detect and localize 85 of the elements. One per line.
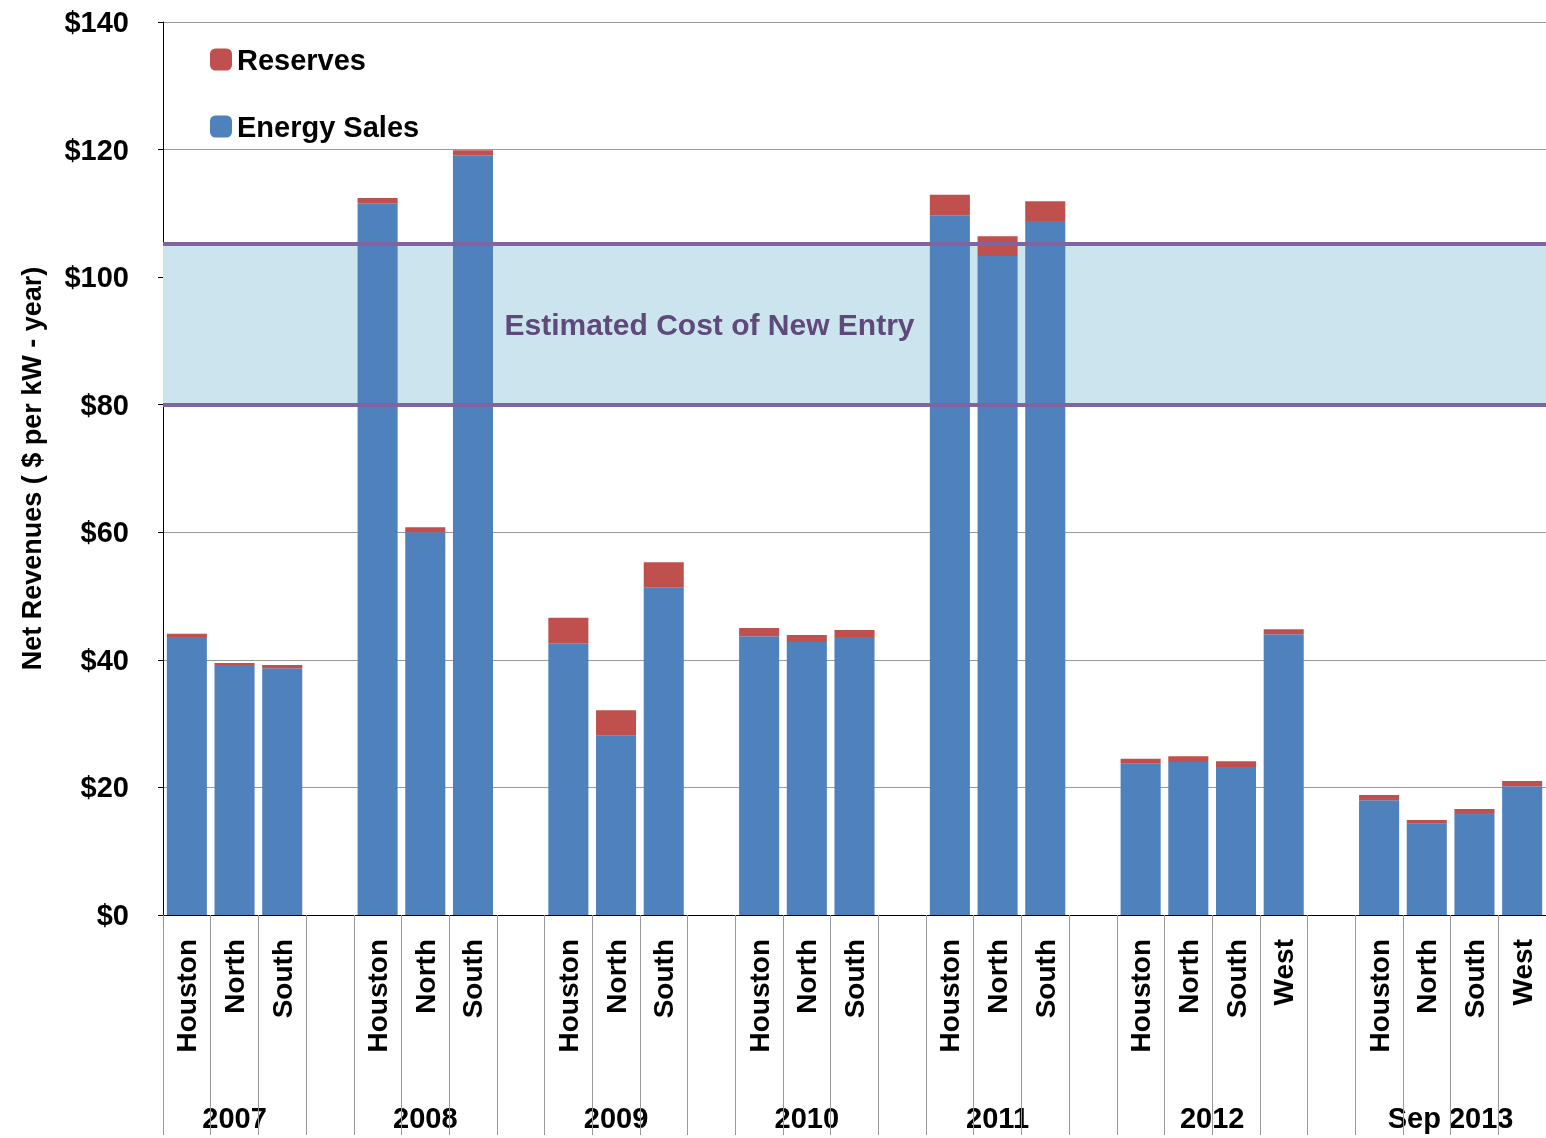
x-tick-label: South (1029, 939, 1061, 1019)
legend-label: Energy Sales (237, 110, 420, 143)
bar (929, 215, 970, 915)
bar (1025, 221, 1066, 915)
text: 2010 (774, 1101, 840, 1134)
bar (643, 562, 684, 588)
bar (166, 633, 207, 637)
x-tick-label: Houston (743, 939, 775, 1053)
bar (166, 636, 207, 915)
bar (1359, 795, 1400, 801)
bar (1406, 823, 1447, 915)
x-tick-label: South (457, 939, 489, 1019)
legend-label: Reserves (237, 43, 366, 76)
x-tick-label: South (648, 939, 680, 1019)
y-tick-label: $0 (96, 899, 129, 931)
bar (786, 634, 827, 642)
y-tick-label: $100 (64, 261, 129, 294)
bar (1454, 809, 1495, 813)
x-tick-label: North (600, 939, 632, 1014)
bar (1215, 761, 1257, 768)
x-tick-label: South (1458, 939, 1490, 1019)
text: 2007 (202, 1101, 267, 1134)
bar (929, 194, 970, 216)
bar (1454, 812, 1495, 915)
x-tick-label: West (1506, 939, 1538, 1006)
bar (786, 642, 827, 915)
bar (1120, 758, 1161, 764)
x-tick-label: Houston (362, 939, 394, 1053)
bar (1502, 786, 1543, 915)
x-tick-label: Houston (171, 939, 203, 1053)
bar (1406, 819, 1447, 824)
x-tick-label: North (982, 939, 1014, 1014)
x-tick-label: North (791, 939, 823, 1014)
bar (357, 198, 398, 204)
bar (977, 256, 1018, 915)
y-tick-label: $20 (80, 771, 129, 804)
bar (405, 532, 446, 915)
bar (1168, 756, 1209, 762)
band-label: Estimated Cost of New Entry (504, 307, 915, 341)
bar (834, 636, 875, 915)
bar (357, 203, 398, 915)
bar (262, 664, 303, 669)
y-axis-title: Net Revenues ( $ per kW - year) (16, 266, 47, 671)
x-tick-label: South (839, 939, 870, 1019)
bar (739, 627, 780, 637)
x-tick-label: Houston (1363, 939, 1395, 1053)
x-tick-label: Houston (552, 939, 584, 1053)
text: Sep 2013 (1387, 1101, 1514, 1134)
y-tick-label: $140 (64, 6, 129, 38)
text: 2012 (1179, 1101, 1245, 1134)
bar (262, 668, 303, 915)
bar (1502, 781, 1543, 787)
bar (1025, 201, 1066, 222)
y-tick-label: $120 (64, 133, 129, 166)
bar (452, 150, 494, 156)
x-tick-label: North (1411, 939, 1443, 1014)
x-tick-label: North (409, 939, 441, 1014)
x-tick-label: Houston (1125, 939, 1157, 1053)
bar (643, 587, 684, 915)
text: 2009 (583, 1101, 649, 1134)
x-tick-label: North (1172, 939, 1204, 1014)
text: 2008 (393, 1101, 458, 1134)
x-tick-label: South (1220, 939, 1252, 1019)
bar (1120, 763, 1161, 915)
y-tick-label: $40 (80, 643, 129, 676)
bar (405, 527, 446, 533)
x-tick-label: West (1268, 939, 1300, 1006)
bar (1359, 800, 1400, 915)
bar (1168, 761, 1209, 915)
bar (452, 155, 494, 915)
x-tick-label: South (266, 939, 298, 1019)
bar (1263, 629, 1304, 635)
bar (596, 710, 637, 736)
bar (548, 643, 589, 915)
y-tick-label: $80 (80, 388, 129, 421)
bar (834, 629, 875, 637)
bar (1215, 767, 1257, 915)
bar (214, 664, 255, 915)
bar (1263, 634, 1304, 915)
bar (596, 735, 637, 915)
y-tick-label: $60 (80, 516, 129, 549)
x-tick-label: Houston (934, 939, 966, 1053)
bar (739, 636, 780, 915)
x-tick-label: North (219, 939, 251, 1014)
bar (548, 617, 589, 644)
